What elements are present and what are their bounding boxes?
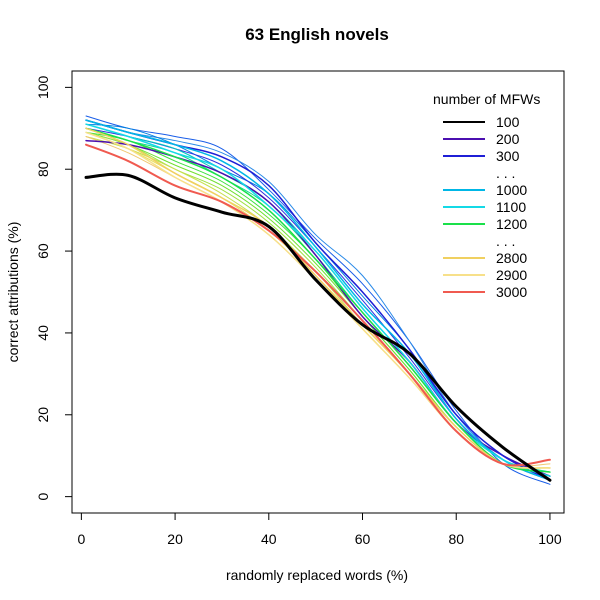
legend-label-1000: 1000 — [496, 182, 527, 198]
series-line-300 — [85, 119, 551, 482]
series-line-2900 — [85, 131, 551, 469]
series-layer — [84, 115, 552, 485]
y-axis-label: correct attributions (%) — [5, 222, 21, 363]
legend-label-200: 200 — [496, 131, 520, 147]
series-line-1200 — [85, 127, 551, 473]
series-line — [85, 131, 551, 469]
series-line — [85, 127, 551, 473]
legend-label-2900: 2900 — [496, 267, 527, 283]
x-axis: 0 20 40 60 80 100 — [77, 513, 562, 547]
y-tick-label: 80 — [35, 161, 51, 177]
y-tick-label: 0 — [35, 493, 51, 501]
x-tick-label: 0 — [77, 531, 85, 547]
y-tick-label: 40 — [35, 325, 51, 341]
legend-ellipsis: . . . — [496, 165, 515, 181]
series-line-1100 — [85, 123, 551, 477]
series-line-1000 — [85, 119, 551, 482]
series-line — [85, 135, 551, 467]
legend-label-2800: 2800 — [496, 250, 527, 266]
x-tick-label: 100 — [538, 531, 562, 547]
y-tick-label: 60 — [35, 243, 51, 259]
series-line-2800 — [85, 127, 551, 469]
series-line-3000 — [85, 143, 551, 467]
x-tick-label: 40 — [261, 531, 277, 547]
x-axis-label: randomly replaced words (%) — [226, 567, 408, 583]
x-tick-label: 20 — [167, 531, 183, 547]
legend-label-1200: 1200 — [496, 216, 527, 232]
series-line — [85, 123, 551, 481]
series-line — [85, 131, 551, 473]
series-line — [85, 131, 551, 469]
x-tick-label: 60 — [355, 531, 371, 547]
x-tick-label: 80 — [448, 531, 464, 547]
legend-label-100: 100 — [496, 114, 520, 130]
series-line-100 — [84, 172, 552, 482]
legend-ellipsis: . . . — [496, 233, 515, 249]
y-axis: 0 20 40 60 80 100 — [35, 75, 72, 501]
plot-frame — [71, 70, 565, 514]
legend-title: number of MFWs — [433, 91, 540, 107]
legend-label-1100: 1100 — [496, 199, 526, 215]
series-line — [85, 123, 551, 477]
series-line — [85, 135, 551, 469]
y-tick-label: 20 — [35, 407, 51, 423]
series-line — [85, 119, 551, 481]
series-line — [85, 131, 551, 469]
legend-label-3000: 3000 — [496, 284, 527, 300]
y-tick-label: 100 — [35, 75, 51, 99]
legend-label-300: 300 — [496, 148, 520, 164]
chart-title: 63 English novels — [245, 25, 389, 44]
